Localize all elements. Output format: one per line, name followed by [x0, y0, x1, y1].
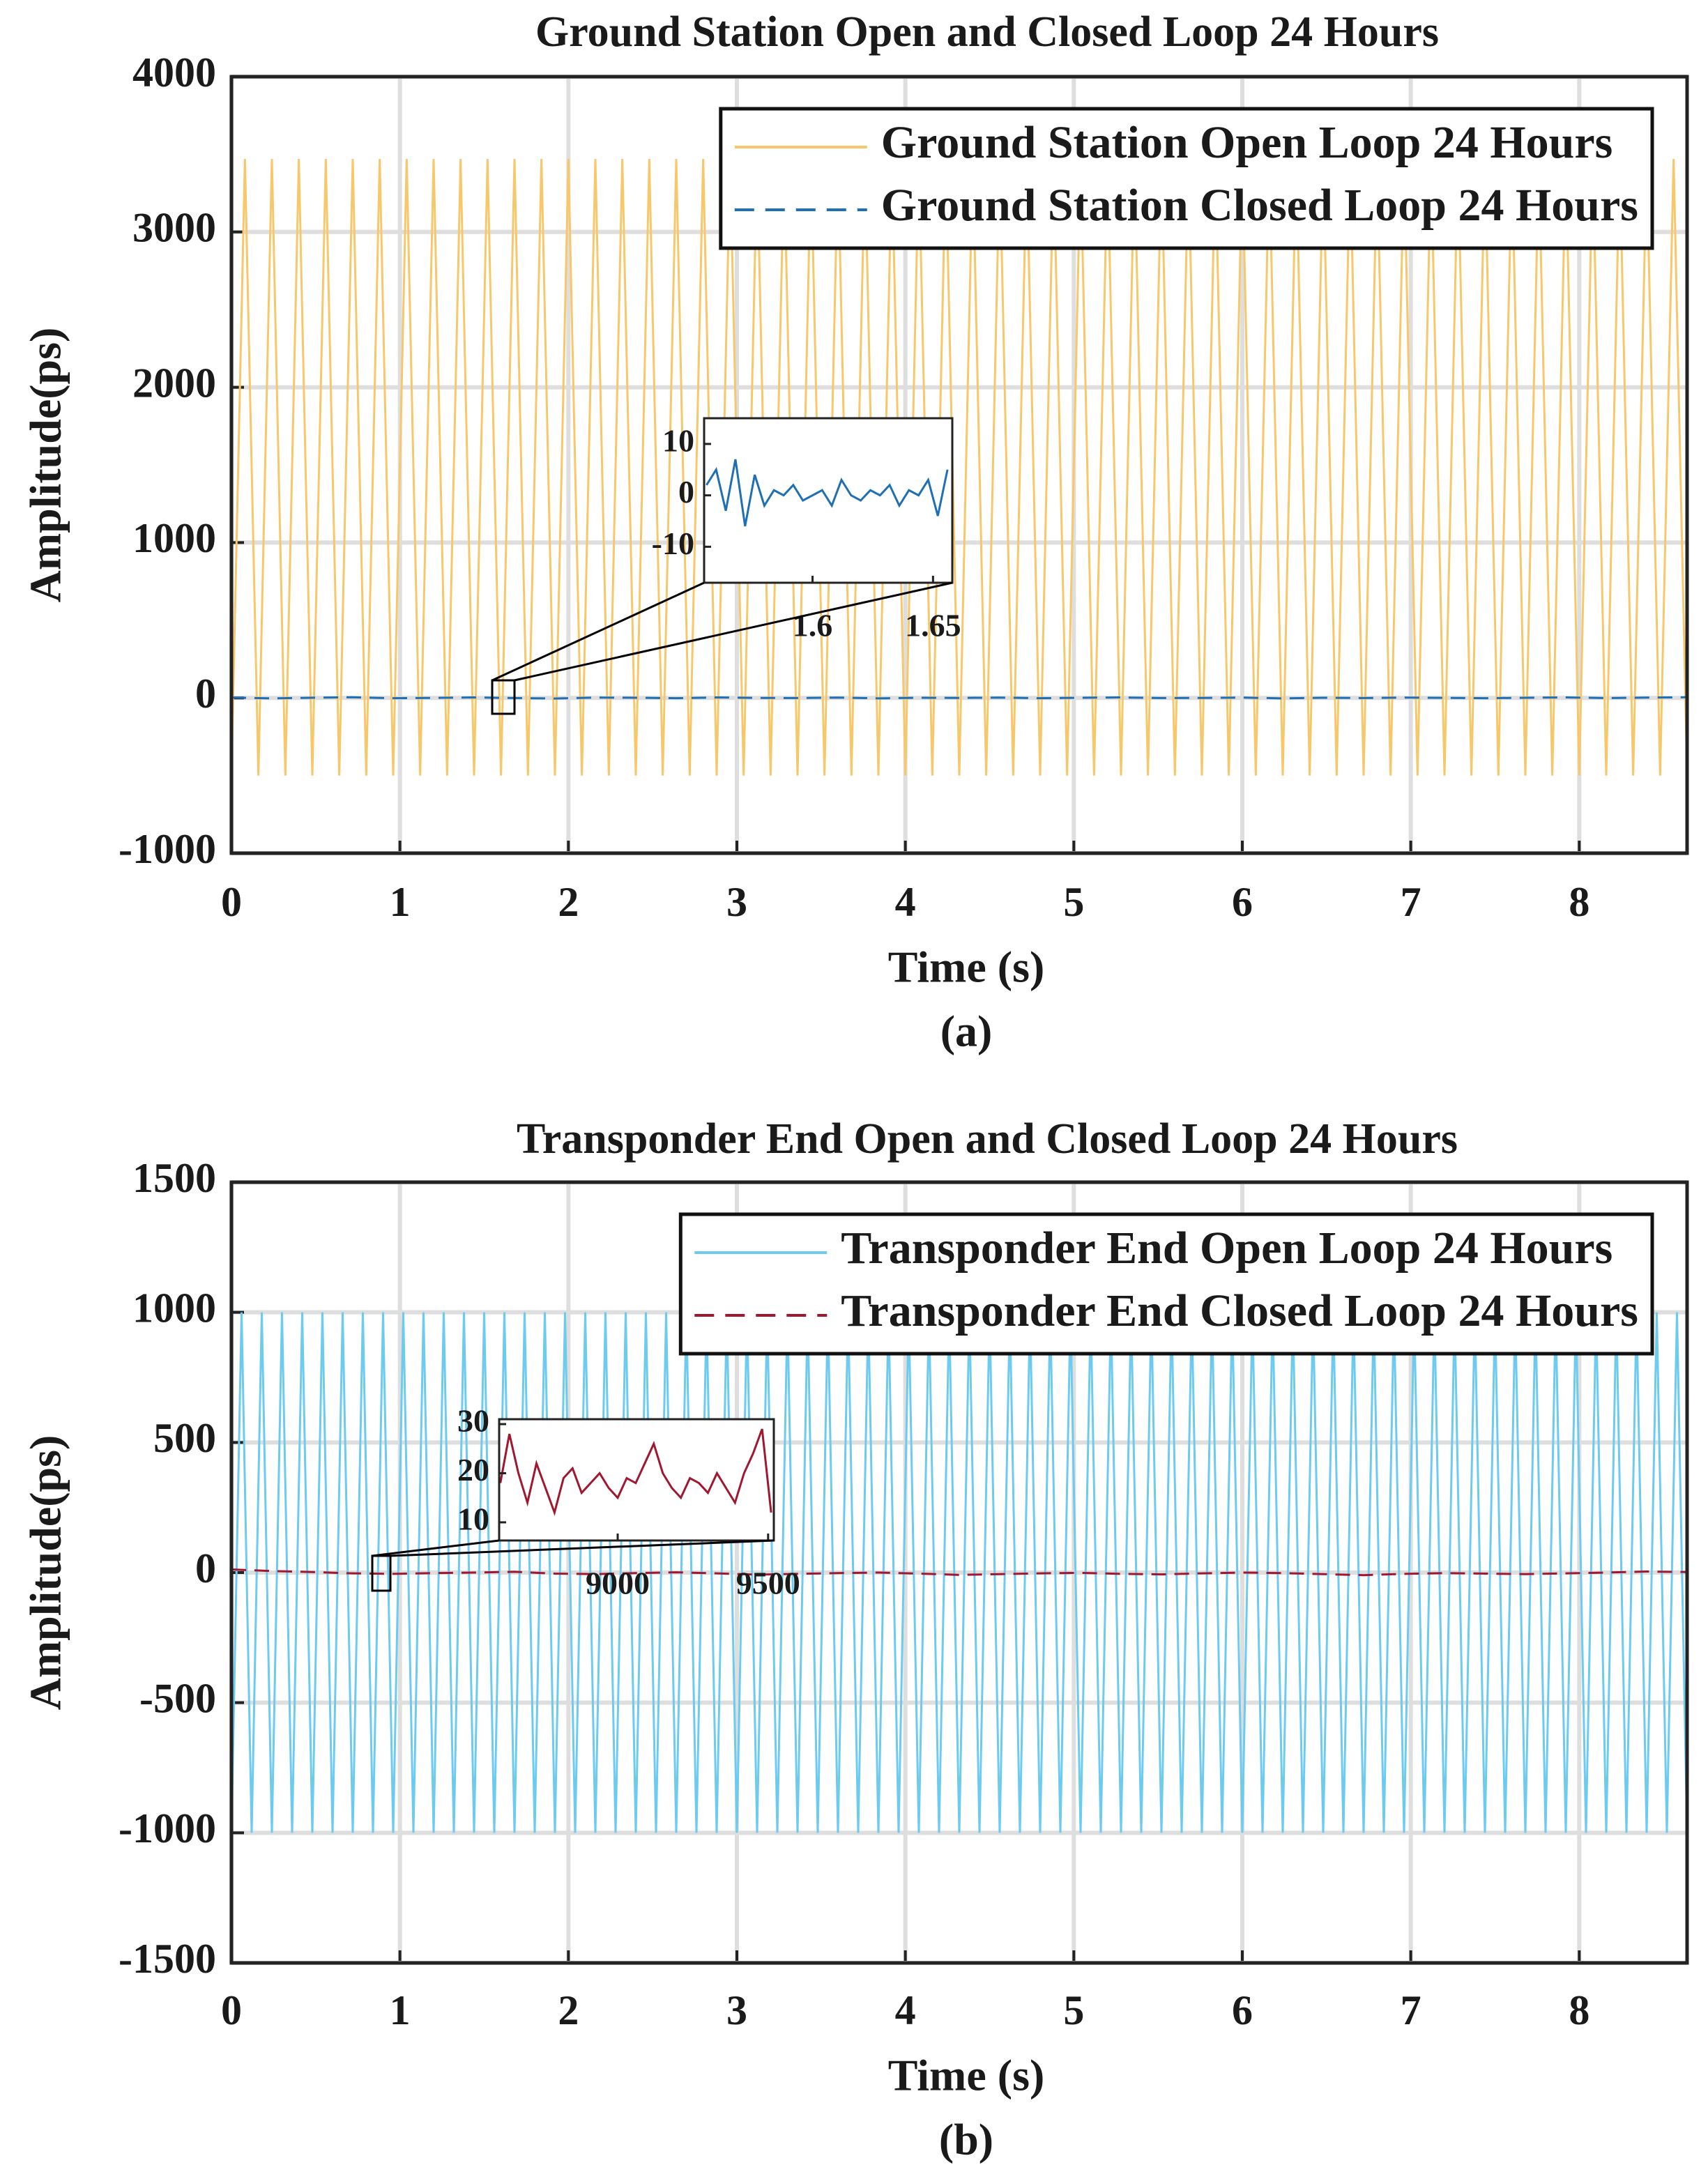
y-tick-label: -500 — [139, 1675, 216, 1721]
caption: (b) — [939, 2115, 993, 2164]
axes-frame — [229, 75, 1689, 855]
chart-title: Transponder End Open and Closed Loop 24 … — [517, 1115, 1458, 1163]
x-tick-label: 0 — [221, 1987, 242, 2033]
zoom-marker-a — [491, 581, 953, 715]
caption: (a) — [940, 1007, 993, 1056]
inset-frame — [498, 1418, 775, 1542]
x-tick-label: 4 — [895, 1987, 916, 2033]
x-tick-label: 5 — [1063, 879, 1084, 925]
inset-x-tick-label: 1.65 — [905, 608, 961, 643]
inset-x-tick-label: 9000 — [586, 1566, 650, 1601]
x-tick-label: 4 — [895, 879, 916, 925]
y-tick-label: 1000 — [132, 1285, 216, 1331]
series-line — [231, 1312, 1687, 1833]
series-line — [231, 696, 1687, 700]
x-axis-label: Time (s) — [888, 942, 1045, 992]
series-line — [231, 159, 1687, 776]
y-tick-label: 500 — [153, 1415, 216, 1461]
legend-label: Transponder End Closed Loop 24 Hours — [841, 1285, 1638, 1336]
y-tick-label: -1000 — [119, 1805, 216, 1851]
y-tick-label: 1000 — [132, 515, 216, 561]
inset-y-tick-label: 20 — [457, 1452, 489, 1488]
y-tick-label: 2000 — [132, 360, 216, 406]
inset-y-tick-label: 10 — [457, 1501, 489, 1536]
y-tick-label: 3000 — [132, 205, 216, 251]
y-tick-label: 0 — [195, 671, 216, 717]
x-tick-label: 0 — [221, 879, 242, 925]
y-tick-label: 1500 — [132, 1155, 216, 1201]
x-tick-label: 3 — [726, 1987, 747, 2033]
x-tick-label: 8 — [1569, 1987, 1589, 2033]
series-line — [706, 459, 949, 527]
x-tick-label: 3 — [726, 879, 747, 925]
x-tick-label: 8 — [1569, 879, 1589, 925]
x-tick-label: 6 — [1232, 1987, 1253, 2033]
x-tick-label: 1 — [390, 879, 411, 925]
x-tick-label: 6 — [1232, 879, 1253, 925]
zoom-marker-b — [371, 1539, 775, 1592]
inset-y-tick-label: 0 — [678, 474, 694, 510]
y-tick-label: -1500 — [119, 1936, 216, 1982]
y-tick-label: 4000 — [132, 49, 216, 95]
legend-box — [678, 1212, 1654, 1356]
x-tick-label: 7 — [1401, 879, 1421, 925]
chart-title: Ground Station Open and Closed Loop 24 H… — [535, 8, 1439, 56]
x-tick-label: 5 — [1063, 1987, 1084, 2033]
inset-frame — [703, 417, 954, 584]
x-tick-label: 7 — [1401, 1987, 1421, 2033]
series-line — [499, 1428, 772, 1516]
inset-y-tick-label: 10 — [662, 422, 694, 458]
legend-label: Ground Station Open Loop 24 Hours — [881, 117, 1613, 168]
axes-frame — [229, 1180, 1689, 1965]
legend-box — [719, 107, 1654, 250]
x-tick-label: 2 — [558, 879, 579, 925]
legend-label: Ground Station Closed Loop 24 Hours — [881, 180, 1638, 231]
legend: Ground Station Open Loop 24 Hours Ground … — [719, 107, 1654, 250]
legend: Transponder End Open Loop 24 Hours Transp… — [678, 1212, 1654, 1356]
inset-y-tick-label: 30 — [457, 1403, 489, 1439]
y-tick-label: 0 — [195, 1545, 216, 1591]
y-tick-label: -1000 — [119, 826, 216, 872]
x-axis-label: Time (s) — [888, 2051, 1045, 2100]
inset-y-tick-label: -10 — [652, 526, 694, 561]
legend-label: Transponder End Open Loop 24 Hours — [841, 1223, 1612, 1274]
inset-x-tick-label: 9500 — [736, 1566, 800, 1601]
y-axis-label: Amplitude(ps) — [21, 328, 70, 603]
y-axis-label: Amplitude(ps) — [21, 1435, 70, 1711]
x-tick-label: 2 — [558, 1987, 579, 2033]
series-line — [231, 1568, 1687, 1577]
x-tick-label: 1 — [390, 1987, 411, 2033]
